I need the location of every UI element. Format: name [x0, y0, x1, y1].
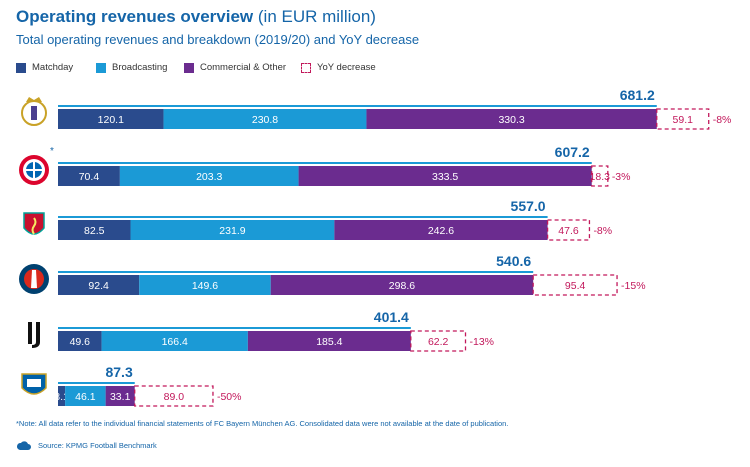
- bar-matchday: [58, 220, 131, 240]
- source-line: Source: KPMG Football Benchmark: [16, 440, 157, 451]
- bar-label-matchday: 49.6: [70, 336, 91, 348]
- total-label: 401.4: [374, 309, 409, 325]
- cloud-icon: [16, 441, 31, 450]
- bar-broadcasting: [130, 220, 335, 240]
- bar-label-commercial: 298.6: [389, 280, 415, 292]
- bar-matchday: [58, 275, 140, 295]
- psg-crest-icon: [19, 264, 49, 294]
- fc-porto-crest-icon: [21, 373, 47, 395]
- total-label: 557.0: [511, 198, 546, 214]
- yoy-percent-label: -8%: [593, 225, 612, 237]
- bar-matchday: [58, 166, 120, 186]
- bar-label-commercial: 185.4: [316, 336, 342, 348]
- yoy-percent-label: -50%: [217, 391, 242, 403]
- asterisk-mark: *: [50, 146, 54, 157]
- bar-broadcasting: [119, 166, 299, 186]
- bar-label-matchday: 82.5: [84, 225, 105, 237]
- yoy-decrease-box: [532, 274, 618, 296]
- total-label: 681.2: [620, 87, 655, 103]
- total-line: [58, 327, 411, 329]
- legend-swatch-matchday: [16, 62, 26, 73]
- yoy-decrease-box: [656, 108, 710, 130]
- bar-matchday: [58, 331, 102, 351]
- bar-label-matchday: 92.4: [88, 280, 109, 292]
- bar-commercial: [247, 331, 411, 351]
- legend-label-matchday: Matchday: [32, 62, 74, 73]
- legend-item-broadcasting: Broadcasting: [96, 62, 167, 73]
- bar-commercial: [270, 275, 534, 295]
- legend-item-yoy-decrease: YoY decrease: [301, 62, 376, 73]
- bar-label-broadcasting: 166.4: [162, 336, 188, 348]
- footnote: *Note: All data refer to the individual …: [16, 419, 509, 428]
- bar-label-matchday: 70.4: [79, 171, 100, 183]
- yoy-percent-label: -3%: [612, 171, 631, 183]
- legend-label-commercial: Commercial & Other: [200, 62, 287, 73]
- bar-label-broadcasting: 46.1: [75, 391, 96, 403]
- legend-swatch-yoy-decrease: [301, 62, 311, 73]
- bar-commercial: [334, 220, 548, 240]
- bar-broadcasting: [65, 386, 106, 406]
- total-label: 87.3: [105, 364, 132, 380]
- legend-item-commercial: Commercial & Other: [184, 62, 286, 73]
- bar-label-commercial: 330.3: [498, 114, 524, 126]
- source-text: Source: KPMG Football Benchmark: [38, 441, 157, 450]
- bar-label-broadcasting: 230.8: [252, 114, 278, 126]
- legend-label-yoy-decrease: YoY decrease: [317, 62, 376, 73]
- bar-commercial: [366, 109, 657, 129]
- bar-label-commercial: 242.6: [428, 225, 454, 237]
- bar-chart: 120.1 230.8 330.3 681.2 59.1 -8% 70.4 203.3 333.…: [50, 87, 732, 407]
- bar-label-matchday: 120.1: [98, 114, 124, 126]
- total-line: [58, 162, 592, 164]
- chart-title-main: Operating revenues overview: [16, 7, 254, 26]
- real-madrid-crest-icon: [21, 97, 47, 126]
- bayern-munchen-crest-icon: [19, 155, 49, 185]
- chart-title-unit: (in EUR million): [257, 7, 376, 26]
- legend-swatch-broadcasting: [96, 62, 106, 73]
- bar-commercial: [298, 166, 592, 186]
- yoy-decrease-box: [591, 165, 609, 187]
- yoy-value-label: 59.1: [673, 114, 694, 126]
- yoy-decrease-box: [410, 330, 467, 352]
- yoy-value-label: 47.6: [558, 225, 579, 237]
- total-line: [58, 105, 657, 107]
- bar-broadcasting: [139, 275, 271, 295]
- bar-commercial: [105, 386, 135, 406]
- total-line: [58, 382, 135, 384]
- yoy-percent-label: -8%: [713, 114, 732, 126]
- yoy-value-label: 62.2: [428, 336, 449, 348]
- bar-broadcasting: [101, 331, 248, 351]
- legend-swatch-commercial: [184, 62, 194, 73]
- bar-matchday: [58, 386, 66, 406]
- yoy-value-label: 95.4: [565, 280, 586, 292]
- legend-item-matchday: Matchday: [16, 62, 73, 73]
- yoy-percent-label: -13%: [470, 336, 495, 348]
- total-label: 607.2: [555, 144, 590, 160]
- juventus-logo-icon: [28, 322, 40, 348]
- liverpool-crest-icon: [23, 212, 45, 235]
- yoy-percent-label: -15%: [621, 280, 646, 292]
- total-line: [58, 216, 548, 218]
- total-line: [58, 271, 534, 273]
- bar-label-commercial: 33.1: [110, 391, 131, 403]
- bar-label-broadcasting: 149.6: [192, 280, 218, 292]
- bar-label-broadcasting: 203.3: [196, 171, 222, 183]
- bar-matchday: [58, 109, 164, 129]
- chart-subtitle: Total operating revenues and breakdown (…: [16, 32, 420, 47]
- bar-label-commercial: 333.5: [432, 171, 458, 183]
- yoy-value-label: 89.0: [164, 391, 185, 403]
- yoy-decrease-box: [546, 219, 591, 241]
- yoy-value-label: 18.3: [590, 171, 611, 183]
- total-label: 540.6: [496, 253, 531, 269]
- chart-title: Operating revenues overview (in EUR mill…: [16, 7, 376, 27]
- legend-label-broadcasting: Broadcasting: [112, 62, 168, 73]
- bar-broadcasting: [163, 109, 367, 129]
- bar-label-broadcasting: 231.9: [219, 225, 245, 237]
